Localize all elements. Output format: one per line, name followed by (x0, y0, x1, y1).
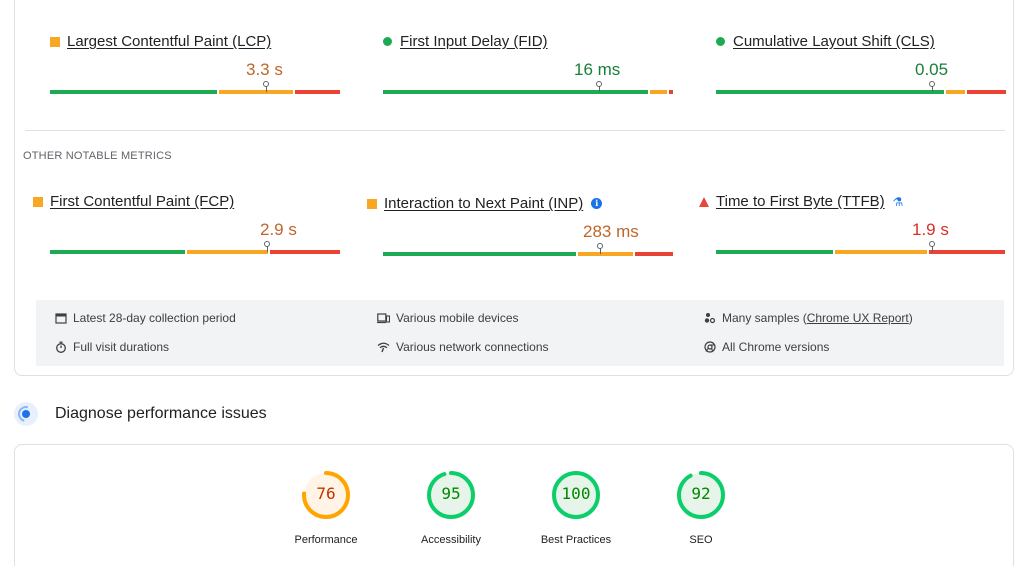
score-label: Performance (294, 534, 358, 546)
info-samples: Many samples (Chrome UX Report) (703, 311, 913, 325)
bar-poor-segment (669, 90, 673, 94)
bar-needs-improvement-segment (578, 252, 633, 256)
metric-cls-label[interactable]: Cumulative Layout Shift (CLS) (733, 33, 935, 50)
metric-inp-value: 283 ms (583, 222, 639, 241)
score-value: 95 (441, 484, 461, 503)
bar-poor-segment (929, 250, 1005, 254)
metric-cls-value: 0.05 (915, 60, 949, 79)
info-samples-suffix: ) (908, 311, 913, 325)
needs-improvement-square-icon (367, 198, 377, 209)
diagnose-heading: Diagnose performance issues (55, 405, 267, 422)
info-samples-prefix: Many samples ( (722, 311, 807, 325)
gauge-ring (552, 471, 600, 519)
stopwatch-icon (54, 341, 67, 354)
metric-cls: Cumulative Layout Shift (CLS) 0.05 (716, 33, 1006, 103)
metric-inp-distribution-bar (383, 243, 673, 256)
calendar-icon (54, 312, 67, 325)
score-gauge-best-practices[interactable]: 100 Best Practices (521, 470, 631, 560)
metric-fid-distribution-bar (383, 81, 673, 94)
metric-fid-value: 16 ms (574, 60, 621, 79)
info-visit-durations: Full visit durations (54, 340, 169, 354)
needs-improvement-square-icon (33, 196, 43, 207)
info-collection-period-text: Latest 28-day collection period (73, 311, 236, 325)
metric-lcp-value: 3.3 s (246, 60, 283, 79)
metric-ttfb: Time to First Byte (TTFB) ⚗ 1.9 s (699, 193, 1005, 263)
percentile-marker-icon (928, 81, 936, 92)
percentile-marker-icon (596, 243, 604, 254)
score-gauge-accessibility[interactable]: 95 Accessibility (396, 470, 506, 560)
info-devices-text: Various mobile devices (396, 311, 519, 325)
lab-scores-card (14, 444, 1014, 566)
bar-good-segment (50, 90, 217, 94)
percentile-marker-icon (595, 81, 603, 92)
info-chrome-versions-text: All Chrome versions (722, 340, 830, 354)
percentile-marker-icon (263, 241, 271, 252)
bar-poor-segment (635, 252, 673, 256)
bar-needs-improvement-segment (650, 90, 667, 94)
devices-icon (377, 312, 390, 325)
bar-poor-segment (967, 90, 1006, 94)
score-value: 76 (316, 484, 336, 503)
bar-good-segment (716, 90, 944, 94)
bar-good-segment (383, 90, 648, 94)
score-label: Accessibility (421, 534, 481, 546)
gauge-ring (302, 471, 350, 519)
metric-inp-label[interactable]: Interaction to Next Paint (INP) (384, 195, 584, 212)
section-divider (25, 130, 1005, 131)
chrome-ux-report-link[interactable]: Chrome UX Report (806, 311, 909, 325)
metric-fid: First Input Delay (FID) 16 ms (383, 33, 673, 103)
info-chrome-versions: All Chrome versions (703, 340, 829, 354)
metric-inp: Interaction to Next Paint (INP) i 283 ms (367, 193, 673, 263)
metric-ttfb-label[interactable]: Time to First Byte (TTFB) (716, 193, 885, 210)
percentile-marker-icon (928, 241, 936, 252)
bar-needs-improvement-segment (946, 90, 965, 94)
bar-poor-segment (295, 90, 340, 94)
bar-needs-improvement-segment (219, 90, 293, 94)
info-devices: Various mobile devices (377, 311, 519, 325)
poor-triangle-icon (699, 196, 709, 207)
chrome-icon (703, 341, 716, 354)
score-gauge-seo[interactable]: 92 SEO (646, 470, 756, 560)
bar-needs-improvement-segment (835, 250, 927, 254)
metric-cls-distribution-bar (716, 81, 1006, 94)
gauge-ring (427, 471, 475, 519)
metric-lcp-label[interactable]: Largest Contentful Paint (LCP) (67, 33, 272, 50)
info-visit-durations-text: Full visit durations (73, 340, 170, 354)
field-data-card: Largest Contentful Paint (LCP) 3.3 s Fir… (14, 0, 1014, 376)
lighthouse-icon (14, 402, 38, 426)
metric-fcp-value: 2.9 s (260, 220, 297, 239)
metric-ttfb-value: 1.9 s (912, 220, 949, 239)
metric-lcp-distribution-bar (50, 81, 340, 94)
score-gauge-performance[interactable]: 76 Performance (271, 470, 381, 560)
bar-good-segment (383, 252, 576, 256)
metric-ttfb-distribution-bar (716, 241, 1005, 254)
score-value: 92 (691, 484, 711, 503)
metric-fid-label[interactable]: First Input Delay (FID) (400, 33, 548, 50)
bar-good-segment (50, 250, 185, 254)
score-value: 100 (561, 484, 591, 503)
other-metrics-heading: OTHER NOTABLE METRICS (23, 150, 172, 162)
samples-icon (703, 312, 716, 325)
info-network-text: Various network connections (396, 340, 549, 354)
info-icon[interactable]: i (591, 198, 603, 209)
good-circle-icon (383, 37, 392, 46)
percentile-marker-icon (262, 81, 270, 92)
metric-fcp-distribution-bar (50, 241, 340, 254)
gauge-ring (677, 471, 725, 519)
info-network: Various network connections (377, 340, 549, 354)
bar-good-segment (716, 250, 833, 254)
flask-icon[interactable]: ⚗ (892, 194, 904, 209)
metric-fcp: First Contentful Paint (FCP) 2.9 s (33, 193, 340, 263)
score-label: SEO (689, 534, 713, 546)
wifi-icon (377, 341, 390, 354)
collection-info-box: Latest 28-day collection period Full vis… (36, 300, 1004, 366)
score-label: Best Practices (540, 534, 612, 546)
bar-needs-improvement-segment (187, 250, 268, 254)
bar-poor-segment (270, 250, 340, 254)
metric-fcp-label[interactable]: First Contentful Paint (FCP) (50, 193, 235, 210)
good-circle-icon (716, 37, 725, 46)
needs-improvement-square-icon (50, 36, 60, 47)
metric-lcp: Largest Contentful Paint (LCP) 3.3 s (50, 33, 340, 103)
info-collection-period: Latest 28-day collection period (54, 311, 236, 325)
